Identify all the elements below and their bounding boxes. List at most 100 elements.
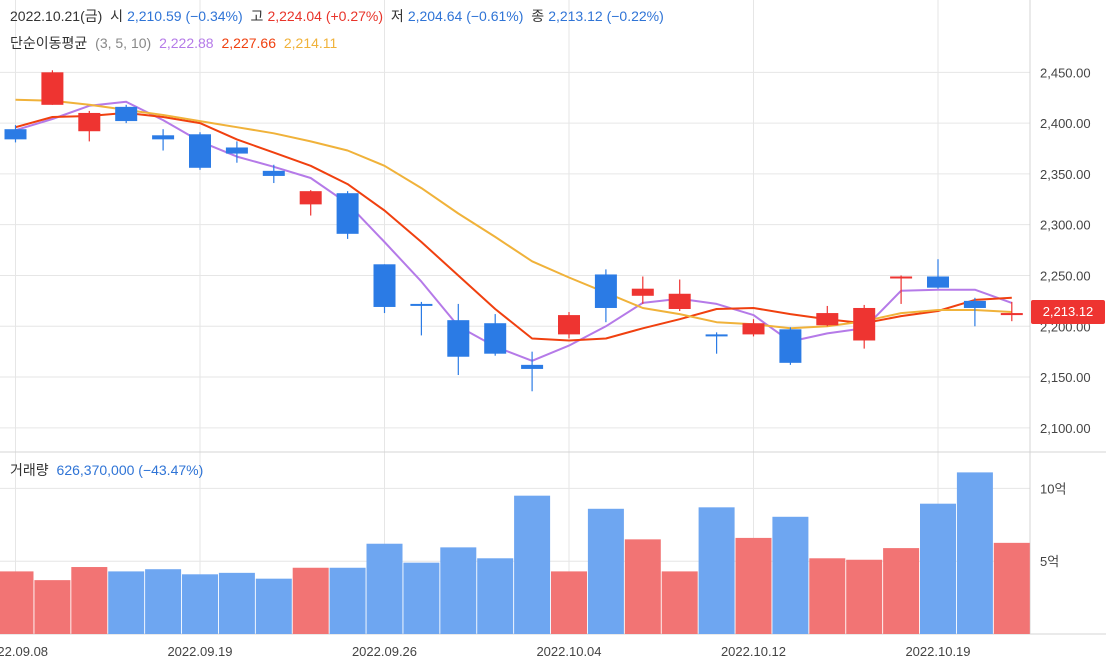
volume-axis-ticks: 5억 10억 [1040,481,1066,569]
low-label: 저 [390,8,404,24]
ma-legend-label: 단순이동평균 [10,35,88,51]
candle [742,319,765,337]
candle-body [521,364,544,369]
candle [189,132,211,170]
price-tick-label: 2,350.00 [1040,167,1091,182]
volume-bar [956,472,993,634]
volume-bar [440,547,477,634]
candle-body [373,264,396,307]
volume-bar [514,495,551,634]
candle-body [668,293,691,309]
candle [521,351,544,392]
volume-legend-label: 거래량 [10,462,49,478]
candle-body [225,147,248,154]
candle [927,259,949,289]
ma3-line [15,100,1013,362]
high-value: 2,224.04 (+0.27%) [267,8,384,24]
candle-body [594,274,617,308]
volume-bar [366,543,403,634]
low-value: 2,204.64 (−0.61%) [407,8,524,24]
candle [558,312,580,339]
close-value: 2,213.12 (−0.22%) [548,8,664,24]
ma-legend-periods: (3, 5, 10) [95,35,152,51]
candle-body [890,276,913,279]
candle-body [779,329,802,363]
date-tick-label: 2022.10.19 [905,644,970,659]
candle [336,191,359,239]
volume-tick-label: 5억 [1040,554,1059,569]
candle-body [447,320,470,357]
candle-body [41,72,64,105]
volume-bar [624,539,661,634]
price-tick-label: 2,450.00 [1040,65,1091,80]
candle [779,327,802,365]
candle [78,110,101,142]
volume-bars [0,472,1030,634]
date-tick-label: 2022.10.12 [721,644,786,659]
candle [816,305,839,327]
candle-body [115,106,138,122]
volume-bar [809,558,846,634]
date-tick-label: 2022.09.19 [167,644,232,659]
close-label: 종 [531,8,545,24]
candle-body [1000,313,1023,316]
candle-body [299,191,322,205]
volume-bar [993,542,1030,634]
candle-body [927,276,949,288]
date-tick-label: 2022.10.04 [536,644,601,659]
volume-bar [846,559,883,634]
volume-bar [182,574,218,634]
price-tick-label: 2,150.00 [1040,370,1091,385]
candle-body [558,315,580,335]
volume-bar [108,571,145,634]
open-label: 시 [110,8,124,24]
volume-bar [218,572,255,634]
price-tick-label: 2,100.00 [1040,421,1091,436]
candle-body [484,323,507,354]
candle [4,125,27,143]
candle [373,264,396,314]
candle [262,164,285,184]
candle [668,279,691,312]
volume-bar [661,571,698,634]
candle [963,297,986,327]
volume-bar [587,508,624,634]
candle-body [262,170,285,176]
price-axis-ticks: 2,100.002,150.002,200.002,250.002,300.00… [1040,65,1091,436]
candlesticks [4,70,1023,392]
ohlc-header: 2022.10.21(금) 시 2,210.59 (−0.34%) 고 2,224.… [10,6,668,26]
high-label: 고 [250,8,264,24]
ma3-value: 2,222.88 [159,35,214,51]
volume-bar [292,567,329,634]
date-axis-ticks: 2022.09.08 2022.09.19 2022.09.26 2022.10.04… [0,644,971,659]
candle [41,70,64,105]
volume-bar [34,580,71,634]
moving-average-lines [15,98,1013,362]
candle-body [78,112,101,132]
candle-body [4,129,27,140]
volume-bar [0,571,34,634]
volume-bar [329,567,366,634]
volume-bar [920,503,956,634]
date-tick-label: 2022.09.26 [352,644,417,659]
candle-body [631,288,654,296]
candle [225,141,248,163]
candle-body [336,193,359,234]
candle [410,301,433,336]
candle [853,304,876,349]
date-tick-label: 2022.09.08 [0,644,48,659]
volume-legend-value: 626,370,000 (−43.47%) [56,462,204,478]
price-tick-label: 2,300.00 [1040,218,1091,233]
candle-body [963,300,986,308]
ma10-line [15,98,1012,330]
volume-bar [551,571,587,634]
candle [115,104,138,124]
volume-bar [772,516,809,634]
volume-bar [403,562,440,634]
candle-body [742,323,765,335]
candle-body [816,313,839,326]
candle-body [152,135,175,140]
ma-legend: 단순이동평균 (3, 5, 10) 2,222.88 2,227.66 2,21… [10,33,341,53]
volume-bar [71,567,108,634]
